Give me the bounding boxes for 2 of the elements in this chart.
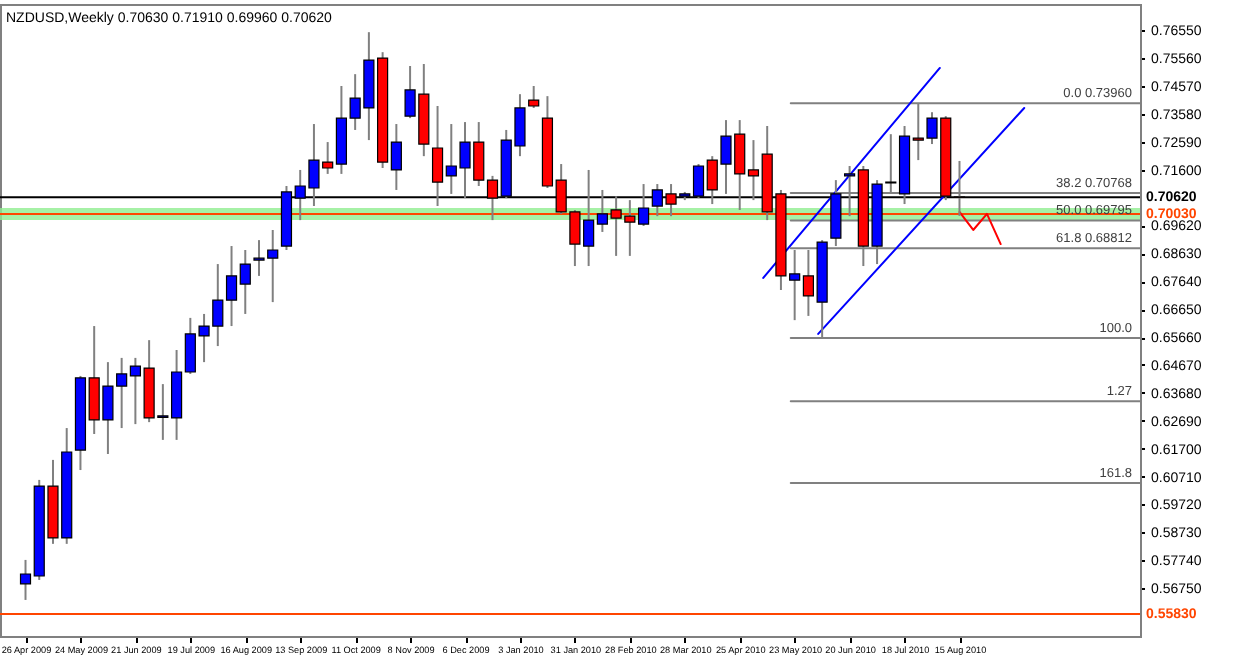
line-series	[958, 210, 1002, 246]
candlestick	[528, 84, 540, 109]
